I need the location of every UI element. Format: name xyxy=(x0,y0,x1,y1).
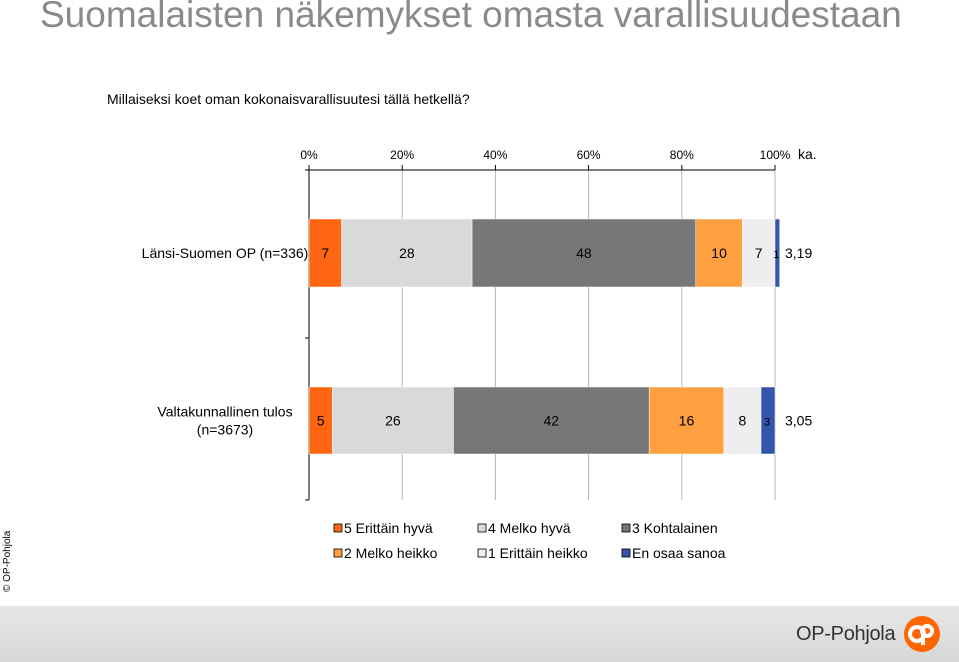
bar-segment xyxy=(695,218,743,288)
data-label: 10 xyxy=(711,245,727,261)
average-value: 3,19 xyxy=(785,245,812,261)
data-label: 28 xyxy=(399,245,415,261)
data-label: 8 xyxy=(738,413,746,429)
op-logo-icon xyxy=(904,616,940,652)
x-tick-label: 60% xyxy=(577,148,601,162)
legend-label: En osaa sanoa xyxy=(632,545,726,561)
x-tick-label: 80% xyxy=(670,148,694,162)
bar-segment xyxy=(341,218,473,288)
bar-segment xyxy=(648,386,724,455)
avg-header: ka. xyxy=(798,146,817,162)
bar-segment xyxy=(453,386,650,455)
average-value: 3,05 xyxy=(785,413,812,429)
data-label: 26 xyxy=(385,413,401,429)
legend-swatch xyxy=(333,523,343,533)
legend-label: 1 Erittäin heikko xyxy=(488,545,588,561)
data-label: 3 xyxy=(764,417,770,429)
survey-question: Millaiseksi koet oman kokonaisvarallisuu… xyxy=(107,91,470,107)
stacked-bar-chart: 0% 20% 40% 60% 80% 100% ka.7 28 48 10 7 1Länsi-Suom… xyxy=(142,146,817,561)
bar-segment xyxy=(742,218,776,288)
legend-label: 5 Erittäin hyvä xyxy=(344,520,433,536)
footer-bar: OP-Pohjola xyxy=(0,606,959,662)
copyright-label: © OP-Pohjola xyxy=(2,530,13,592)
category-label: (n=3673) xyxy=(197,422,253,438)
legend-swatch xyxy=(621,523,631,533)
legend-swatch xyxy=(477,548,487,558)
legend-label: 2 Melko heikko xyxy=(344,545,438,561)
data-label: 48 xyxy=(576,245,592,261)
data-label: 42 xyxy=(544,413,560,429)
data-label: 7 xyxy=(755,245,763,261)
data-label: 7 xyxy=(321,245,329,261)
data-label: 1 xyxy=(773,249,779,261)
chart-title: Suomalaisten näkemykset omasta varallisu… xyxy=(40,0,902,35)
legend-swatch xyxy=(621,548,631,558)
x-tick-label: 20% xyxy=(390,148,414,162)
x-tick-label: 0% xyxy=(300,148,318,162)
legend-swatch xyxy=(477,523,487,533)
bar-segment xyxy=(774,218,780,288)
legend-label: 3 Kohtalainen xyxy=(632,520,718,536)
data-label: 16 xyxy=(679,413,695,429)
legend-label: 4 Melko hyvä xyxy=(488,520,571,536)
brand-name: OP-Pohjola xyxy=(796,623,896,645)
category-label: Valtakunnallinen tulos xyxy=(157,404,292,420)
data-label: 5 xyxy=(317,413,325,429)
category-label: Länsi-Suomen OP (n=336) xyxy=(142,245,309,261)
bar-segment xyxy=(308,218,342,288)
bar-segment xyxy=(760,386,776,455)
x-tick-label: 40% xyxy=(483,148,507,162)
legend-swatch xyxy=(333,548,343,558)
x-tick-label: 100% xyxy=(760,148,791,162)
bar-segment xyxy=(723,386,762,455)
bar-segment xyxy=(471,218,697,288)
